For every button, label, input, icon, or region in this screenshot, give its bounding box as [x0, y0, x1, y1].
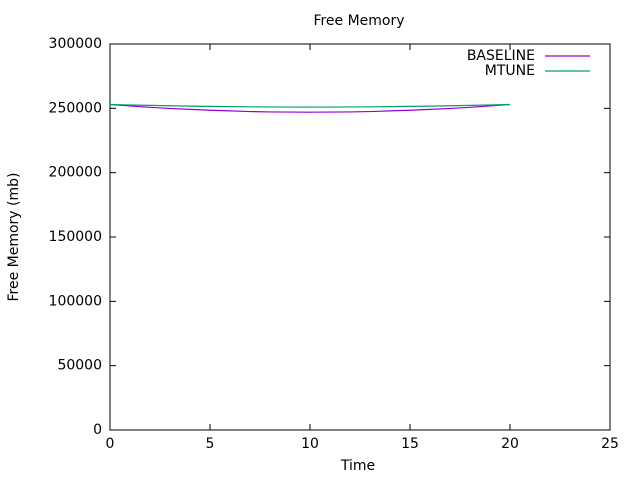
x-tick-label: 15 — [401, 436, 419, 452]
x-tick-label: 20 — [501, 436, 519, 452]
y-tick-label: 0 — [93, 422, 102, 438]
x-tick-label: 0 — [106, 436, 115, 452]
legend-label: BASELINE — [467, 48, 535, 64]
y-tick-label: 300000 — [49, 36, 102, 52]
x-tick-label: 5 — [206, 436, 215, 452]
y-tick-label: 250000 — [49, 100, 102, 116]
plot-frame — [109, 43, 611, 431]
y-axis-label: Free Memory (mb) — [6, 173, 22, 302]
series-line — [109, 103, 511, 113]
y-tick-label: 200000 — [49, 165, 102, 181]
chart-title: Free Memory — [313, 13, 404, 29]
legend-label: MTUNE — [485, 63, 535, 79]
y-tick-label: 150000 — [49, 229, 102, 245]
x-tick-label: 25 — [601, 436, 619, 452]
y-tick-label: 50000 — [57, 358, 102, 374]
y-tick-label: 100000 — [49, 293, 102, 309]
x-tick-label: 10 — [301, 436, 319, 452]
x-axis-label: Time — [340, 458, 375, 474]
series-line — [109, 103, 511, 108]
